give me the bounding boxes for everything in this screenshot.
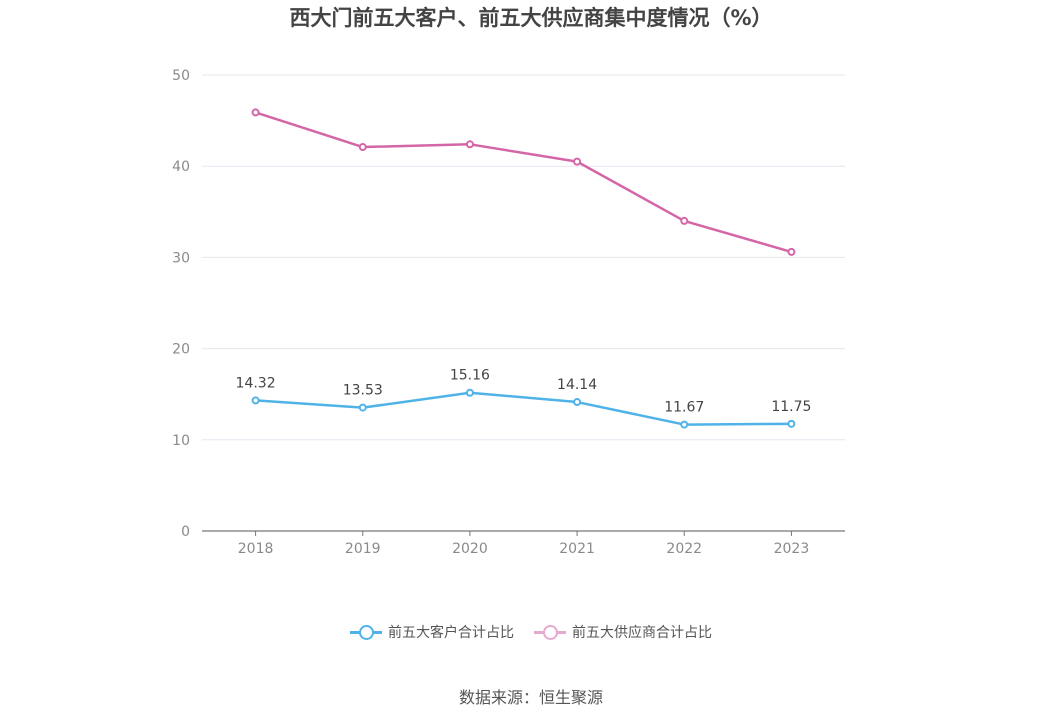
series-line xyxy=(255,391,792,426)
data-point[interactable] xyxy=(787,419,796,428)
legend-line-icon xyxy=(350,622,382,642)
data-point[interactable] xyxy=(251,396,260,405)
x-tick-label: 2018 xyxy=(238,541,274,557)
data-label: 15.16 xyxy=(450,368,490,384)
data-point[interactable] xyxy=(251,108,260,117)
y-tick-label: 20 xyxy=(172,342,190,358)
x-tick-label: 2023 xyxy=(774,541,810,557)
data-label: 13.53 xyxy=(343,383,383,399)
x-tick-label: 2021 xyxy=(559,541,595,557)
data-point[interactable] xyxy=(787,247,796,256)
data-label: 14.14 xyxy=(557,377,597,393)
data-point[interactable] xyxy=(573,398,582,407)
legend-item-customers[interactable]: 前五大客户合计占比 xyxy=(350,622,514,642)
data-point[interactable] xyxy=(465,388,474,397)
line-chart: 0 10 20 30 40 50 2018 2019 2020 2021 2022 2023 14.3… xyxy=(172,68,845,557)
source-note: 数据来源：恒生聚源 xyxy=(458,688,603,707)
data-point[interactable] xyxy=(358,143,367,152)
data-point[interactable] xyxy=(358,403,367,412)
y-tick-label: 10 xyxy=(172,433,190,449)
data-point[interactable] xyxy=(465,140,474,149)
legend-item-suppliers[interactable]: 前五大供应商合计占比 xyxy=(534,622,712,642)
chart-title: 西大门前五大客户、前五大供应商集中度情况（%） xyxy=(289,6,773,30)
data-point[interactable] xyxy=(680,216,689,225)
y-tick-label: 0 xyxy=(181,524,190,540)
legend-label: 前五大供应商合计占比 xyxy=(572,625,712,641)
data-label: 14.32 xyxy=(236,375,276,391)
legend-line-icon xyxy=(534,622,566,642)
y-tick-label: 30 xyxy=(172,250,190,266)
x-tick-label: 2022 xyxy=(666,541,702,557)
data-point[interactable] xyxy=(680,420,689,429)
series-lines xyxy=(251,108,796,429)
data-labels: 14.32 13.53 15.16 14.14 11.67 11.75 xyxy=(236,368,812,416)
legend: 前五大客户合计占比 前五大供应商合计占比 xyxy=(0,622,1062,642)
data-point[interactable] xyxy=(573,157,582,166)
legend-label: 前五大客户合计占比 xyxy=(388,625,514,641)
y-tick-label: 50 xyxy=(172,68,190,84)
series-line xyxy=(255,111,792,254)
axes: 0 10 20 30 40 50 2018 2019 2020 2021 2022 2023 xyxy=(172,68,845,557)
x-tick-label: 2020 xyxy=(452,541,488,557)
grid-lines xyxy=(202,74,845,441)
y-tick-label: 40 xyxy=(172,159,190,175)
data-label: 11.67 xyxy=(664,400,704,416)
data-label: 11.75 xyxy=(771,399,811,415)
x-tick-label: 2019 xyxy=(345,541,381,557)
